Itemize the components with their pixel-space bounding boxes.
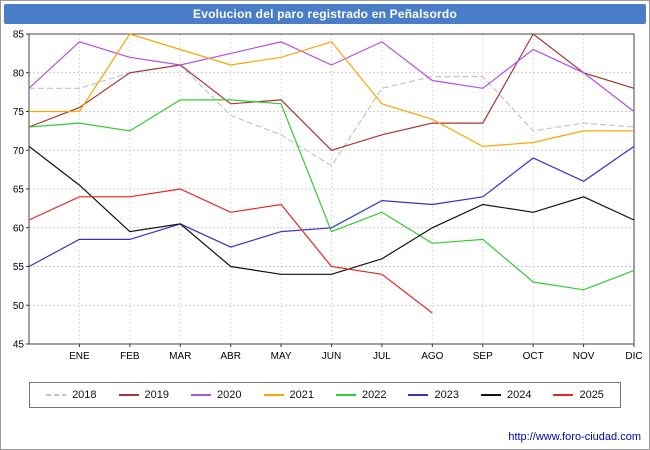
legend-label-2024: 2024 [506, 389, 532, 401]
legend-item-2020: 2020 [191, 389, 242, 401]
legend-swatch-2022 [336, 394, 356, 396]
y-tick-label: 45 [13, 340, 25, 351]
chart-title: Evolucion del paro registrado en Peñalso… [193, 7, 457, 21]
legend-item-2025: 2025 [553, 389, 604, 401]
legend-label-2021: 2021 [289, 389, 314, 401]
chart-title-bar: Evolucion del paro registrado en Peñalso… [4, 4, 646, 24]
line-chart: 45 50 55 60 65 70 75 80 85 ENE FEB MAR ABR MAY JUN JUL A… [13, 30, 643, 363]
legend-label-2018: 2018 [72, 389, 97, 401]
legend-label-2025: 2025 [579, 389, 604, 401]
x-axis-label: SEP [473, 351, 493, 362]
plot-border [28, 33, 635, 345]
legend-item-2021: 2021 [263, 389, 314, 401]
y-tick-label: 85 [13, 30, 25, 41]
legend-item-2018: 2018 [46, 389, 97, 401]
legend-label-2019: 2019 [144, 389, 170, 401]
y-tick-label: 70 [13, 146, 25, 157]
legend-swatch-2023 [408, 394, 429, 396]
legend-swatch-2019 [118, 394, 139, 396]
series-line-2023 [28, 145, 635, 268]
y-tick-label: 50 [13, 301, 25, 312]
x-axis-label: ABR [220, 351, 241, 362]
x-axis-label: JUN [322, 351, 341, 362]
x-axis-label: JUL [373, 351, 391, 362]
x-axis-label: ENE [69, 351, 90, 362]
legend-item-2024: 2024 [480, 389, 532, 401]
x-axis-label: MAY [271, 351, 292, 362]
legend-swatch-2021 [263, 394, 284, 396]
series-line-2024 [28, 145, 635, 275]
chart-area: 45 50 55 60 65 70 75 80 85 ENE FEB MAR ABR MAY JUN JUL A… [2, 26, 648, 374]
y-tick-label: 80 [13, 68, 25, 79]
legend-item-2023: 2023 [408, 389, 459, 401]
x-axis-label: MAR [169, 351, 191, 362]
y-tick-label: 65 [13, 185, 25, 196]
y-tick-label: 60 [13, 223, 25, 234]
legend-swatch-2020 [191, 394, 212, 396]
x-axis-label: FEB [120, 351, 140, 362]
legend-item-2022: 2022 [336, 389, 386, 401]
y-tick-label: 55 [13, 262, 25, 273]
legend: 2018 2019 2020 2021 2022 2023 2024 2025 [1, 382, 649, 408]
x-axis-label: OCT [523, 351, 544, 362]
x-axis-label: DIC [625, 351, 642, 362]
legend-swatch-2018 [46, 394, 67, 396]
y-tick-label: 75 [13, 107, 25, 118]
legend-label-2020: 2020 [217, 389, 242, 401]
series-line-2022 [28, 99, 635, 291]
x-axis-label: AGO [421, 351, 443, 362]
series-line-2019 [28, 33, 635, 151]
series-line-2020 [28, 41, 635, 112]
legend-swatch-2025 [553, 394, 574, 396]
legend-swatch-2024 [480, 394, 501, 396]
legend-label-2022: 2022 [362, 389, 387, 401]
legend-label-2023: 2023 [434, 389, 459, 401]
legend-item-2019: 2019 [118, 389, 170, 401]
series-line-2025 [28, 188, 433, 314]
x-axis-label: NOV [573, 351, 595, 362]
series-line-2021 [29, 33, 634, 148]
footer: http://www.foro-ciudad.com [508, 431, 641, 443]
footer-url-link[interactable]: http://www.foro-ciudad.com [508, 431, 641, 443]
legend-box: 2018 2019 2020 2021 2022 2023 2024 2025 [29, 382, 621, 408]
